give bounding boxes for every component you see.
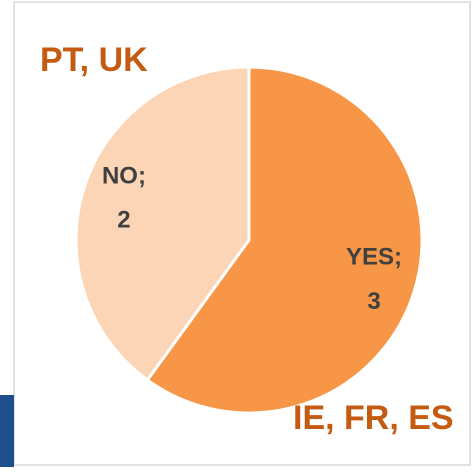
data-label-separator: ;: [138, 163, 146, 190]
data-label-value: 3: [367, 288, 380, 315]
data-label: YES;: [346, 244, 402, 271]
annotation: IE, FR, ES: [293, 399, 454, 437]
data-label-category: NO: [102, 163, 138, 190]
data-label-category: YES: [346, 244, 394, 271]
data-label-value: 2: [117, 207, 130, 234]
pie-slice: [74, 65, 251, 383]
data-label-separator: ;: [394, 244, 402, 271]
pie: [74, 65, 424, 415]
data-label: NO;: [102, 163, 146, 190]
pie-slice: [145, 65, 424, 415]
side-strip: [0, 395, 14, 467]
annotation: PT, UK: [40, 41, 148, 79]
